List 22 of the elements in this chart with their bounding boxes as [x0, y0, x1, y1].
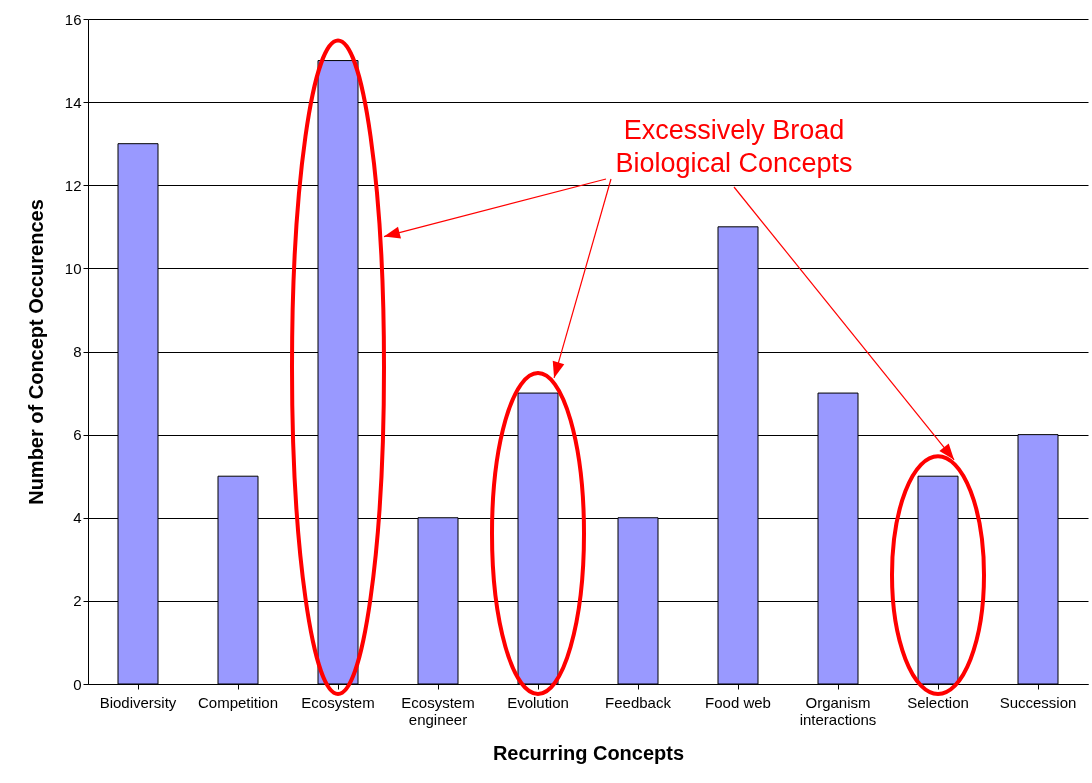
y-tick-label: 6: [73, 426, 82, 444]
x-tick-label: Feedback: [605, 693, 672, 711]
y-tick-label: 8: [73, 343, 82, 360]
x-tick-label: Competition: [197, 693, 279, 711]
x-tick-label: Succession: [999, 693, 1077, 711]
x-tick-label: Ecosystem engineer: [401, 693, 475, 728]
annotation: Excessively Broad Biological Concepts: [615, 115, 853, 178]
y-tick-label: 12: [64, 176, 82, 194]
x-axis-title: Recurring Concepts: [492, 741, 685, 764]
x-tick-label: Organism interactions: [799, 693, 877, 728]
y-tick-label: 2: [73, 592, 82, 610]
y-tick-label: 10: [64, 259, 82, 277]
x-tick-label: Biodiversity: [99, 693, 177, 711]
y-tick-label: 0: [73, 675, 82, 693]
y-tick-label: 14: [64, 93, 82, 111]
y-axis-title: Number of Concept Occurences: [24, 199, 47, 505]
x-tick-label: Selection: [907, 693, 969, 711]
y-tick-label: 16: [64, 10, 82, 28]
x-tick-label: Ecosystem: [301, 693, 375, 711]
x-tick-label: Evolution: [507, 693, 569, 711]
x-tick-label: Food web: [705, 693, 771, 711]
y-tick-label: 4: [73, 509, 82, 527]
